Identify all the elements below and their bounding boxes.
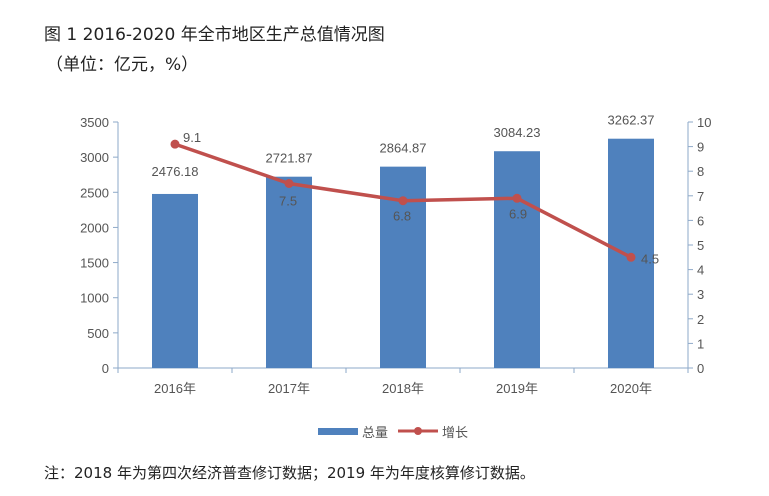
growth-point — [512, 193, 522, 203]
x-tick-label: 2017年 — [268, 381, 310, 396]
legend-bar-label: 总量 — [362, 425, 388, 440]
right-tick-label: 3 — [697, 287, 704, 302]
right-tick-label: 5 — [697, 238, 704, 253]
right-tick-label: 0 — [697, 361, 704, 376]
left-tick-label: 500 — [87, 326, 109, 341]
x-tick-label: 2018年 — [382, 381, 424, 396]
left-tick-label: 2000 — [80, 220, 109, 235]
left-tick-label: 0 — [102, 361, 109, 376]
right-tick-label: 4 — [697, 263, 704, 278]
right-tick-label: 2 — [697, 312, 704, 327]
growth-point — [284, 179, 294, 188]
bar-data-label: 2864.87 — [380, 141, 427, 156]
left-tick-label: 3500 — [80, 115, 109, 130]
left-tick-label: 1000 — [80, 291, 109, 306]
bar-data-label: 3084.23 — [494, 125, 541, 140]
growth-point — [626, 252, 636, 262]
growth-point — [170, 139, 180, 149]
left-tick-label: 1500 — [80, 256, 109, 271]
bar-data-label: 2476.18 — [152, 164, 199, 179]
right-tick-label: 8 — [697, 164, 704, 179]
growth-point — [398, 196, 408, 206]
line-data-label: 6.8 — [393, 209, 411, 224]
bar — [494, 151, 540, 368]
line-data-label: 4.5 — [641, 251, 659, 266]
right-tick-label: 7 — [697, 189, 704, 204]
legend-line-label: 增长 — [442, 425, 468, 440]
x-tick-label: 2020年 — [610, 381, 652, 396]
bar — [266, 176, 312, 368]
right-tick-label: 9 — [697, 140, 704, 155]
bar-data-label: 2721.87 — [266, 151, 313, 166]
line-data-label: 9.1 — [183, 130, 201, 145]
right-tick-label: 10 — [697, 115, 711, 130]
footnote: 注：2018 年为第四次经济普查修订数据；2019 年为年度核算修订数据。 — [44, 464, 535, 482]
right-tick-label: 6 — [697, 213, 704, 228]
unit-label: （单位：亿元，%） — [46, 55, 199, 75]
bar-data-label: 3262.37 — [608, 113, 655, 128]
left-tick-label: 3000 — [80, 150, 109, 165]
line-data-label: 6.9 — [509, 206, 527, 221]
legend-bar-swatch — [318, 428, 358, 435]
line-data-label: 7.5 — [279, 194, 297, 209]
x-tick-label: 2016年 — [154, 381, 196, 396]
legend-line-marker — [414, 427, 422, 435]
right-tick-label: 1 — [697, 336, 704, 351]
bar — [152, 193, 198, 368]
x-tick-label: 2019年 — [496, 381, 538, 396]
left-tick-label: 2500 — [80, 185, 109, 200]
chart-title: 图 1 2016-2020 年全市地区生产总值情况图 — [44, 25, 385, 45]
